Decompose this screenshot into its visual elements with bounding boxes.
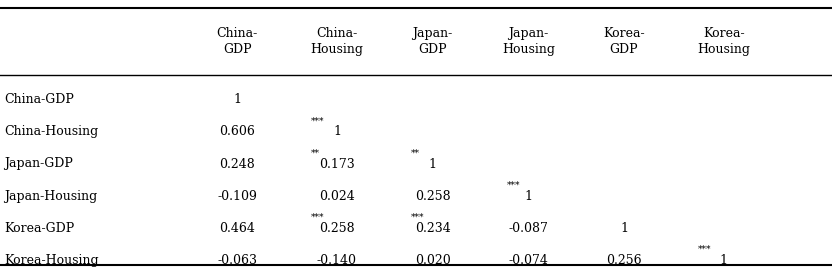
Text: 0.464: 0.464 — [219, 222, 255, 235]
Text: 1: 1 — [620, 222, 628, 235]
Text: ***: *** — [311, 116, 324, 125]
Text: 0.024: 0.024 — [319, 190, 354, 203]
Text: ***: *** — [507, 181, 520, 189]
Text: -0.063: -0.063 — [217, 254, 257, 267]
Text: ***: *** — [311, 213, 324, 222]
Text: China-Housing: China-Housing — [4, 125, 98, 138]
Text: Japan-GDP: Japan-GDP — [4, 158, 73, 170]
Text: Korea-Housing: Korea-Housing — [4, 254, 99, 267]
Text: Japan-
Housing: Japan- Housing — [502, 27, 555, 56]
Text: 0.173: 0.173 — [319, 158, 354, 170]
Text: -0.074: -0.074 — [508, 254, 548, 267]
Text: 0.248: 0.248 — [220, 158, 255, 170]
Text: 0.258: 0.258 — [415, 190, 450, 203]
Text: -0.109: -0.109 — [217, 190, 257, 203]
Text: 1: 1 — [428, 158, 437, 170]
Text: ***: *** — [411, 213, 424, 222]
Text: 1: 1 — [233, 93, 241, 106]
Text: Korea-
Housing: Korea- Housing — [697, 27, 750, 56]
Text: **: ** — [311, 148, 320, 157]
Text: 0.234: 0.234 — [415, 222, 450, 235]
Text: Japan-
GDP: Japan- GDP — [413, 27, 453, 56]
Text: Korea-GDP: Korea-GDP — [4, 222, 74, 235]
Text: China-
GDP: China- GDP — [216, 27, 258, 56]
Text: China-GDP: China-GDP — [4, 93, 74, 106]
Text: 0.020: 0.020 — [415, 254, 450, 267]
Text: ***: *** — [698, 245, 711, 254]
Text: **: ** — [411, 148, 420, 157]
Text: 1: 1 — [333, 125, 341, 138]
Text: Japan-Housing: Japan-Housing — [4, 190, 97, 203]
Text: -0.140: -0.140 — [317, 254, 357, 267]
Text: -0.087: -0.087 — [508, 222, 548, 235]
Text: Korea-
GDP: Korea- GDP — [603, 27, 645, 56]
Text: 0.258: 0.258 — [319, 222, 354, 235]
Text: 1: 1 — [720, 254, 728, 267]
Text: 0.606: 0.606 — [219, 125, 255, 138]
Text: China-
Housing: China- Housing — [310, 27, 364, 56]
Text: 1: 1 — [524, 190, 532, 203]
Text: 0.256: 0.256 — [607, 254, 641, 267]
